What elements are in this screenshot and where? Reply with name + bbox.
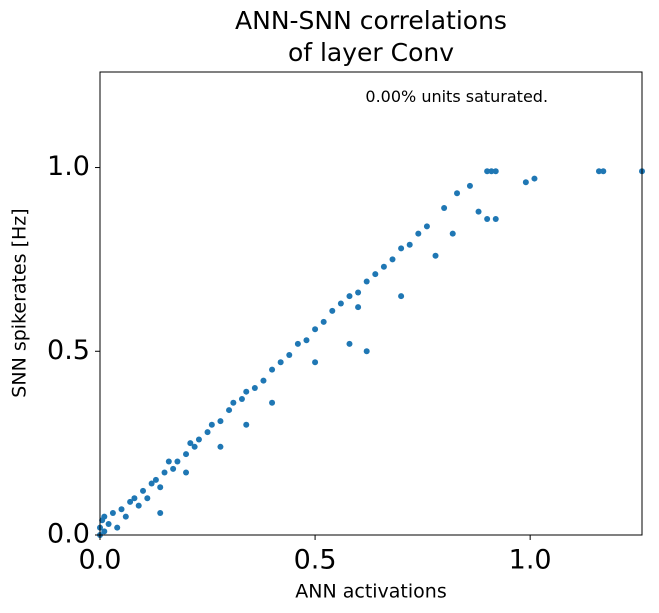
x-tick-label: 0.5 — [294, 545, 337, 576]
y-axis-label: SNN spikerates [Hz] — [9, 208, 31, 397]
point — [243, 421, 250, 428]
point — [204, 429, 211, 436]
y-tick-label: 0.5 — [47, 335, 90, 366]
point — [114, 524, 121, 531]
point — [337, 300, 344, 307]
y-tick-label: 1.0 — [47, 151, 90, 182]
point — [363, 278, 370, 285]
point — [355, 304, 362, 311]
point — [144, 495, 151, 502]
x-axis-label: ANN activations — [295, 581, 446, 603]
point — [217, 443, 224, 450]
point — [122, 513, 129, 520]
point — [161, 469, 168, 476]
point — [118, 506, 125, 513]
point — [415, 230, 422, 237]
point — [101, 528, 108, 535]
point — [238, 396, 245, 403]
point — [398, 293, 405, 300]
y-tick-label: 0.0 — [47, 519, 90, 550]
point — [195, 436, 202, 443]
point — [101, 513, 108, 520]
point — [135, 502, 142, 509]
point — [187, 440, 194, 447]
point — [170, 465, 177, 472]
point — [208, 421, 215, 428]
point — [346, 293, 353, 300]
point — [226, 407, 233, 414]
point — [127, 498, 134, 505]
point — [398, 245, 405, 252]
point — [243, 388, 250, 395]
x-tick-label: 0.0 — [79, 545, 122, 576]
point — [441, 204, 448, 211]
point — [449, 230, 456, 237]
point — [131, 495, 138, 502]
point — [148, 480, 155, 487]
point — [406, 241, 413, 248]
point — [230, 399, 237, 406]
point — [165, 458, 172, 465]
point — [183, 469, 190, 476]
point — [492, 168, 499, 175]
point — [260, 377, 267, 384]
point — [312, 359, 319, 366]
point — [217, 418, 224, 425]
point — [269, 366, 276, 373]
point — [286, 351, 293, 358]
plot-frame — [99, 71, 643, 536]
point — [372, 271, 379, 278]
chart-title: of layer Conv — [288, 38, 454, 67]
point — [531, 175, 538, 182]
point — [484, 168, 491, 175]
point — [484, 215, 491, 222]
point — [466, 182, 473, 189]
point — [346, 340, 353, 347]
annotation: 0.00% units saturated. — [365, 87, 548, 106]
point — [475, 208, 482, 215]
point — [488, 168, 495, 175]
point — [303, 337, 310, 344]
point — [423, 223, 430, 230]
point — [277, 359, 284, 366]
point — [191, 443, 198, 450]
point — [105, 520, 112, 527]
point — [109, 509, 116, 516]
point — [157, 484, 164, 491]
point — [355, 289, 362, 296]
point — [454, 190, 461, 197]
point — [251, 385, 258, 392]
point — [140, 487, 147, 494]
point — [152, 476, 159, 483]
point — [522, 179, 529, 186]
point — [294, 340, 301, 347]
point — [183, 451, 190, 458]
point — [312, 326, 319, 333]
point — [595, 168, 602, 175]
x-tick-label: 1.0 — [509, 545, 552, 576]
point — [157, 509, 164, 516]
point — [174, 458, 181, 465]
point — [329, 307, 336, 314]
point — [389, 256, 396, 263]
point — [432, 252, 439, 259]
point — [380, 263, 387, 270]
point — [363, 348, 370, 355]
point — [320, 318, 327, 325]
chart-title: ANN-SNN correlations — [235, 6, 507, 35]
point — [600, 168, 607, 175]
point — [492, 215, 499, 222]
point — [269, 399, 276, 406]
